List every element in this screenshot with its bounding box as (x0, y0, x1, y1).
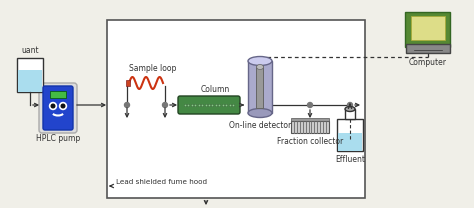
Circle shape (61, 104, 65, 108)
Ellipse shape (256, 64, 264, 69)
Circle shape (51, 104, 55, 108)
Text: HPLC pump: HPLC pump (36, 134, 80, 143)
Circle shape (308, 103, 312, 108)
Text: Effluent: Effluent (335, 155, 365, 164)
Ellipse shape (248, 57, 272, 66)
Bar (248, 61, 272, 113)
Text: On-line detector: On-line detector (229, 121, 291, 130)
Bar (18, 70, 42, 92)
Bar (337, 119, 363, 151)
Ellipse shape (248, 109, 272, 118)
Bar (345, 109, 355, 119)
Bar (126, 80, 130, 86)
Circle shape (163, 103, 167, 108)
FancyBboxPatch shape (43, 86, 73, 130)
Text: uant: uant (21, 46, 39, 55)
Bar (406, 44, 450, 53)
Bar (291, 118, 329, 121)
Bar (17, 58, 43, 92)
Bar (411, 16, 445, 40)
Text: Computer: Computer (409, 58, 447, 67)
FancyBboxPatch shape (405, 11, 450, 47)
Circle shape (125, 103, 129, 108)
Text: Column: Column (201, 85, 230, 94)
FancyBboxPatch shape (178, 96, 240, 114)
Bar (338, 133, 362, 151)
Bar (256, 66, 264, 108)
Circle shape (49, 103, 56, 109)
FancyBboxPatch shape (39, 83, 77, 133)
Text: Fraction collector: Fraction collector (277, 137, 343, 146)
Text: Sample loop: Sample loop (129, 64, 176, 73)
Bar (291, 121, 329, 133)
Ellipse shape (345, 106, 355, 111)
Circle shape (60, 103, 66, 109)
Bar (50, 91, 66, 98)
Bar (107, 20, 365, 198)
Circle shape (347, 103, 353, 108)
Text: Lead shielded fume hood: Lead shielded fume hood (116, 179, 207, 185)
